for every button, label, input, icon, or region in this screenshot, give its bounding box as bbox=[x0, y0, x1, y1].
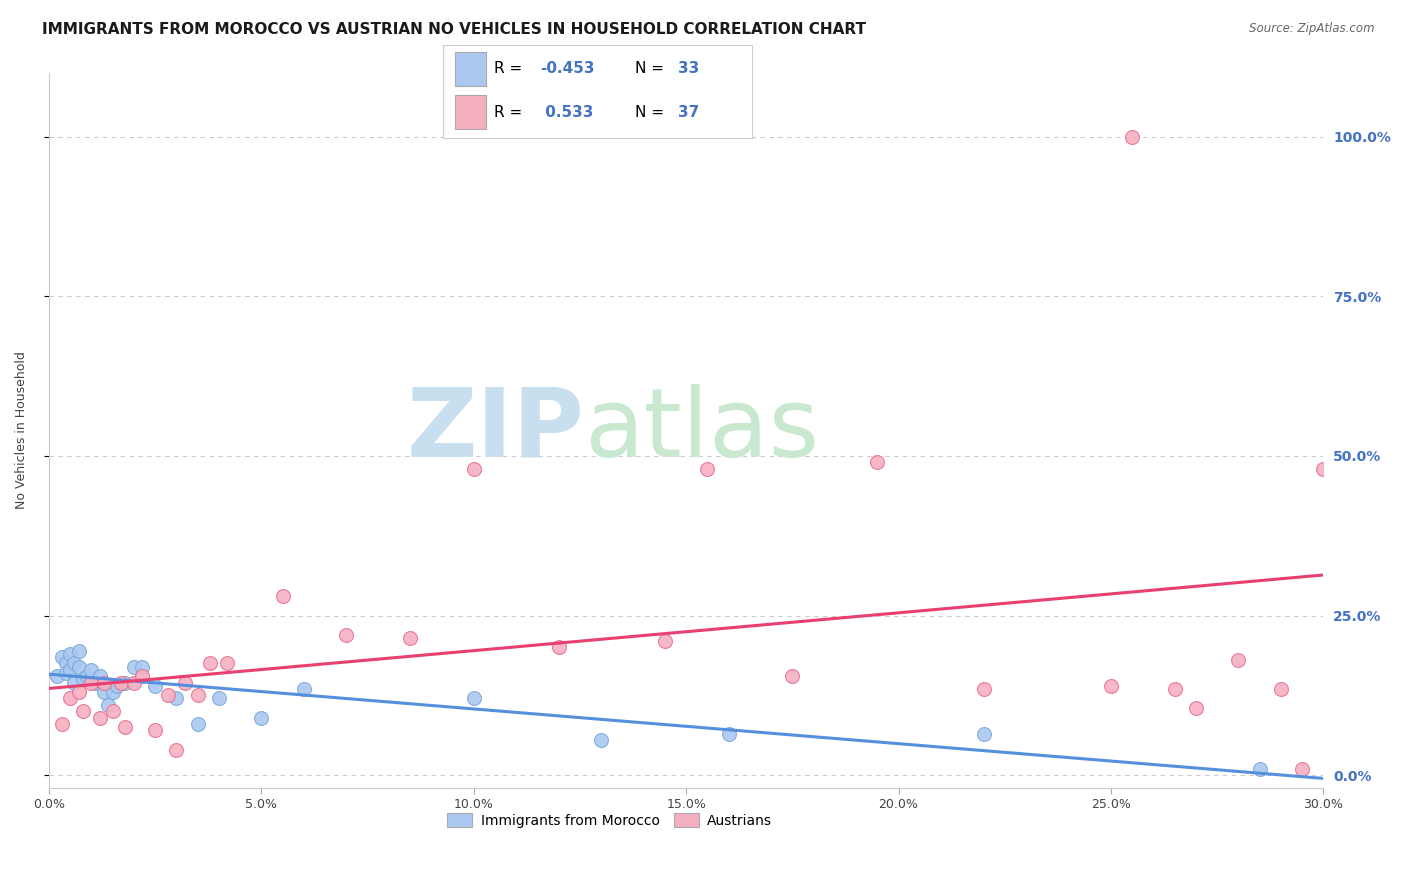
Point bbox=[93, 685, 115, 699]
Point bbox=[84, 675, 107, 690]
Point bbox=[143, 723, 166, 738]
Point bbox=[105, 679, 128, 693]
Point bbox=[654, 634, 676, 648]
Point bbox=[55, 665, 77, 680]
Point bbox=[93, 675, 115, 690]
Point bbox=[1227, 653, 1250, 667]
Point bbox=[973, 726, 995, 740]
Point bbox=[217, 657, 239, 671]
Point bbox=[72, 704, 94, 718]
Point bbox=[173, 675, 195, 690]
Point bbox=[250, 711, 273, 725]
Point bbox=[59, 647, 82, 661]
Point bbox=[200, 657, 222, 671]
Text: 33: 33 bbox=[678, 62, 699, 77]
Point bbox=[591, 733, 613, 747]
Point bbox=[114, 720, 136, 734]
Text: 0.533: 0.533 bbox=[540, 104, 593, 120]
Point bbox=[1312, 461, 1334, 475]
Point bbox=[76, 669, 98, 683]
Point bbox=[89, 711, 111, 725]
Point bbox=[1121, 129, 1143, 144]
Point bbox=[63, 675, 86, 690]
Point bbox=[131, 669, 153, 683]
FancyBboxPatch shape bbox=[456, 52, 486, 86]
Point bbox=[165, 691, 187, 706]
Point bbox=[131, 659, 153, 673]
Point bbox=[101, 685, 124, 699]
Text: IMMIGRANTS FROM MOROCCO VS AUSTRIAN NO VEHICLES IN HOUSEHOLD CORRELATION CHART: IMMIGRANTS FROM MOROCCO VS AUSTRIAN NO V… bbox=[42, 22, 866, 37]
Point bbox=[292, 681, 315, 696]
Point bbox=[973, 681, 995, 696]
Point bbox=[63, 657, 86, 671]
Point bbox=[208, 691, 231, 706]
Point bbox=[59, 691, 82, 706]
Point bbox=[101, 704, 124, 718]
FancyBboxPatch shape bbox=[456, 95, 486, 129]
Point bbox=[67, 643, 90, 657]
Point bbox=[271, 590, 294, 604]
Text: Source: ZipAtlas.com: Source: ZipAtlas.com bbox=[1250, 22, 1375, 36]
Point bbox=[866, 455, 889, 469]
Point bbox=[51, 650, 73, 665]
Point bbox=[335, 627, 357, 641]
Point bbox=[463, 461, 485, 475]
Point bbox=[46, 669, 69, 683]
Point bbox=[80, 663, 103, 677]
Point bbox=[1291, 762, 1313, 776]
Point bbox=[72, 673, 94, 687]
Point bbox=[1099, 679, 1122, 693]
Text: -0.453: -0.453 bbox=[540, 62, 595, 77]
Point bbox=[1249, 762, 1271, 776]
Point bbox=[89, 669, 111, 683]
Point bbox=[55, 657, 77, 671]
Point bbox=[143, 679, 166, 693]
Point bbox=[1270, 681, 1292, 696]
Text: R =: R = bbox=[494, 62, 527, 77]
Point bbox=[782, 669, 804, 683]
Text: 37: 37 bbox=[678, 104, 699, 120]
Point bbox=[547, 640, 569, 655]
Point bbox=[97, 698, 120, 712]
Point bbox=[717, 726, 740, 740]
Point bbox=[80, 675, 103, 690]
Point bbox=[51, 717, 73, 731]
Y-axis label: No Vehicles in Household: No Vehicles in Household bbox=[15, 351, 28, 509]
Text: ZIP: ZIP bbox=[406, 384, 583, 477]
Point bbox=[696, 461, 718, 475]
Text: N =: N = bbox=[634, 104, 668, 120]
Point bbox=[165, 742, 187, 756]
Point bbox=[67, 659, 90, 673]
Text: atlas: atlas bbox=[583, 384, 820, 477]
Point bbox=[463, 691, 485, 706]
Point bbox=[399, 631, 422, 645]
Legend: Immigrants from Morocco, Austrians: Immigrants from Morocco, Austrians bbox=[440, 805, 779, 835]
Point bbox=[67, 685, 90, 699]
Text: R =: R = bbox=[494, 104, 527, 120]
Text: N =: N = bbox=[634, 62, 668, 77]
Point bbox=[122, 675, 145, 690]
Point bbox=[1163, 681, 1185, 696]
Point bbox=[110, 675, 132, 690]
Point bbox=[1185, 701, 1208, 715]
Point bbox=[186, 688, 208, 702]
Point bbox=[122, 659, 145, 673]
Point bbox=[59, 663, 82, 677]
Point bbox=[114, 675, 136, 690]
Point bbox=[156, 688, 179, 702]
Point bbox=[186, 717, 208, 731]
